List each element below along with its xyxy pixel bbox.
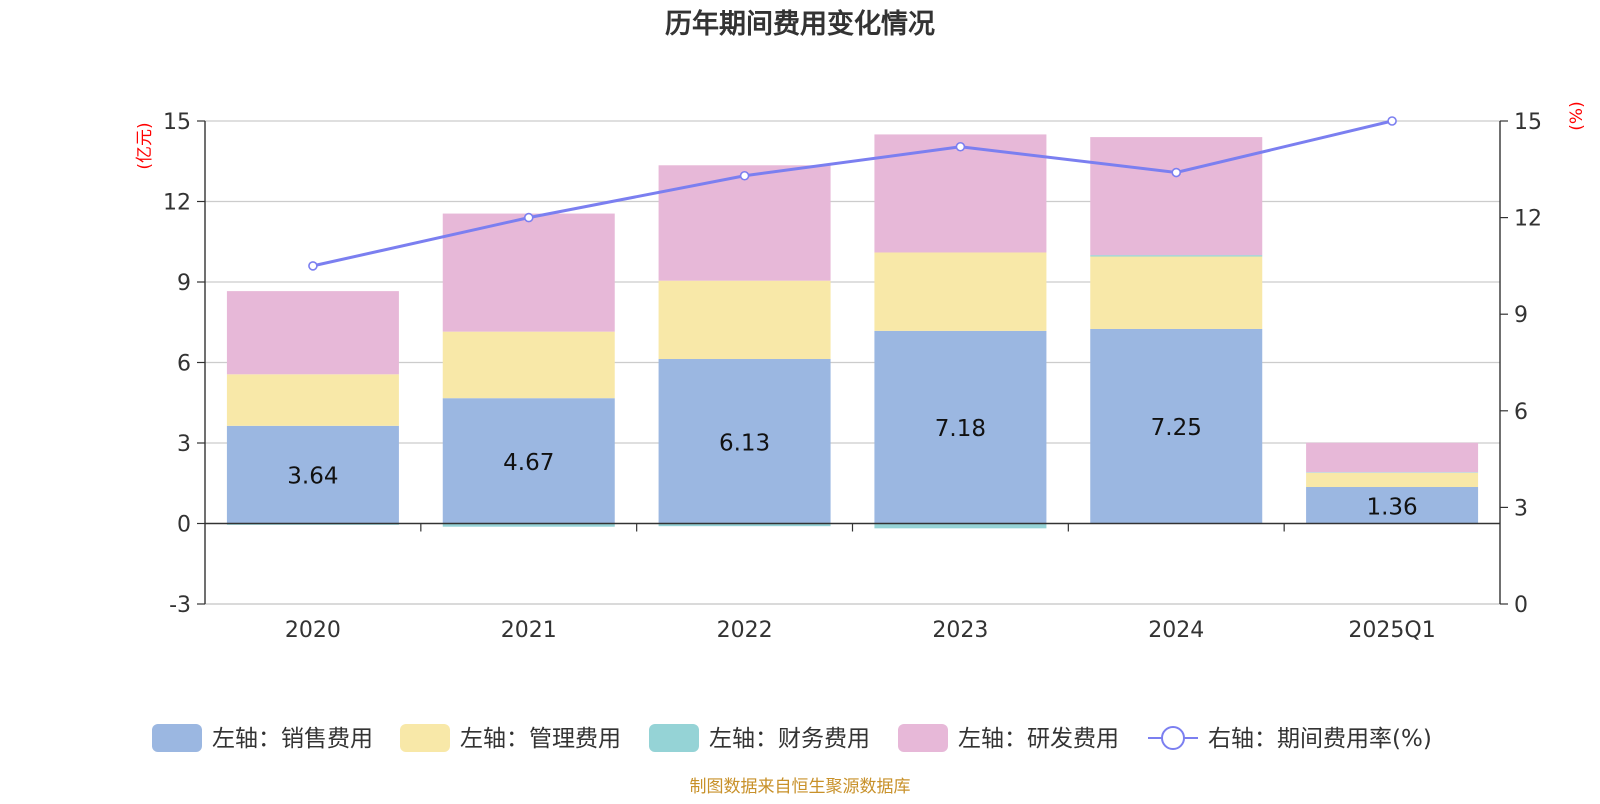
right-tick-label: 6 (1514, 400, 1528, 425)
left-tick-label: 6 (177, 352, 191, 377)
axes: -3 0 3 6 9 12 15 0 3 6 9 12 15 2020 2021 2022 2023 2024 20… (163, 110, 1542, 643)
category-label: 2020 (285, 618, 341, 643)
expense-rate-point[interactable] (523, 212, 534, 223)
expense-rate-point[interactable] (1171, 167, 1182, 178)
bar-data-labels: 3.64 4.67 6.13 7.18 7.25 1.36 (287, 415, 1417, 520)
bar-segment[interactable] (1090, 328, 1263, 524)
expense-rate-point[interactable] (739, 170, 750, 181)
bar-series (226, 134, 1479, 529)
legend-swatch (649, 724, 699, 752)
bar-segment[interactable] (658, 523, 831, 527)
left-tick-label: 3 (177, 432, 191, 457)
bar-segment[interactable] (226, 374, 399, 426)
right-tick-label: 3 (1514, 496, 1528, 521)
legend-marker (1161, 726, 1185, 750)
bar-segment[interactable] (874, 134, 1047, 253)
expense-rate-line (312, 119, 1393, 268)
legend-label: 左轴：研发费用 (958, 726, 1119, 752)
legend-swatch (898, 724, 948, 752)
legend-label: 左轴：销售费用 (212, 726, 373, 752)
bar-segment[interactable] (1306, 472, 1479, 473)
bar-segment[interactable] (1090, 256, 1263, 329)
bar-value-label: 4.67 (503, 450, 554, 476)
bar-segment[interactable] (442, 523, 615, 527)
bar-segment[interactable] (442, 398, 615, 524)
bar-segment[interactable] (1090, 255, 1263, 257)
legend-label: 右轴：期间费用率(%) (1208, 726, 1432, 752)
legend-item[interactable]: 右轴：期间费用率(%) (1148, 726, 1432, 752)
legend-swatch (152, 724, 202, 752)
bar-value-label: 7.25 (1151, 415, 1202, 441)
bar-value-label: 3.64 (287, 464, 338, 490)
category-label: 2021 (501, 618, 557, 643)
legend-label: 左轴：管理费用 (460, 726, 621, 752)
bar-value-label: 7.18 (935, 416, 986, 442)
legend-item[interactable]: 左轴：财务费用 (649, 724, 870, 752)
left-tick-label: 9 (177, 271, 191, 296)
right-tick-label: 15 (1514, 110, 1542, 135)
source-note: 制图数据来自恒生聚源数据库 (690, 777, 911, 797)
bar-segment[interactable] (226, 291, 399, 375)
left-tick-label: 0 (177, 513, 191, 538)
bar-segment[interactable] (658, 359, 831, 524)
legend-item[interactable]: 左轴：销售费用 (152, 724, 373, 752)
bar-segment[interactable] (442, 213, 615, 332)
expense-rate-point[interactable] (955, 141, 966, 152)
bar-segment[interactable] (1306, 487, 1479, 524)
left-tick-label: -3 (169, 593, 191, 618)
bar-segment[interactable] (1306, 472, 1479, 488)
legend[interactable]: 左轴：销售费用 左轴：管理费用 左轴：财务费用 左轴：研发费用 右轴：期间费用率(%) (152, 724, 1432, 752)
legend-item[interactable]: 左轴：管理费用 (400, 724, 621, 752)
bar-segment[interactable] (874, 252, 1047, 331)
gridlines (205, 120, 1500, 605)
legend-label: 左轴：财务费用 (709, 726, 870, 752)
right-axis-unit: (%) (1567, 101, 1587, 130)
category-label: 2024 (1148, 618, 1204, 643)
left-tick-label: 12 (163, 191, 191, 216)
bar-segment[interactable] (1306, 442, 1479, 473)
bar-segment[interactable] (874, 330, 1047, 524)
bar-segment[interactable] (226, 425, 399, 524)
expense-rate-point[interactable] (308, 261, 318, 271)
bar-value-label: 6.13 (719, 430, 770, 456)
right-tick-label: 0 (1514, 593, 1528, 618)
legend-item[interactable]: 左轴：研发费用 (898, 724, 1119, 752)
category-label: 2025Q1 (1348, 618, 1435, 643)
right-tick-label: 9 (1514, 303, 1528, 328)
left-axis-unit: (亿元) (135, 122, 155, 169)
bar-segment[interactable] (658, 280, 831, 360)
category-label: 2023 (932, 618, 988, 643)
category-label: 2022 (717, 618, 773, 643)
line-series (308, 116, 1397, 271)
chart-title: 历年期间费用变化情况 (665, 8, 935, 40)
left-tick-label: 15 (163, 110, 191, 135)
bar-segment[interactable] (874, 523, 1047, 529)
bar-segment[interactable] (658, 165, 831, 281)
legend-swatch (400, 724, 450, 752)
bar-value-label: 1.36 (1366, 494, 1417, 520)
bar-segment[interactable] (442, 331, 615, 399)
bar-segment[interactable] (1090, 137, 1263, 256)
right-tick-label: 12 (1514, 207, 1542, 232)
expense-rate-point[interactable] (1387, 116, 1397, 126)
